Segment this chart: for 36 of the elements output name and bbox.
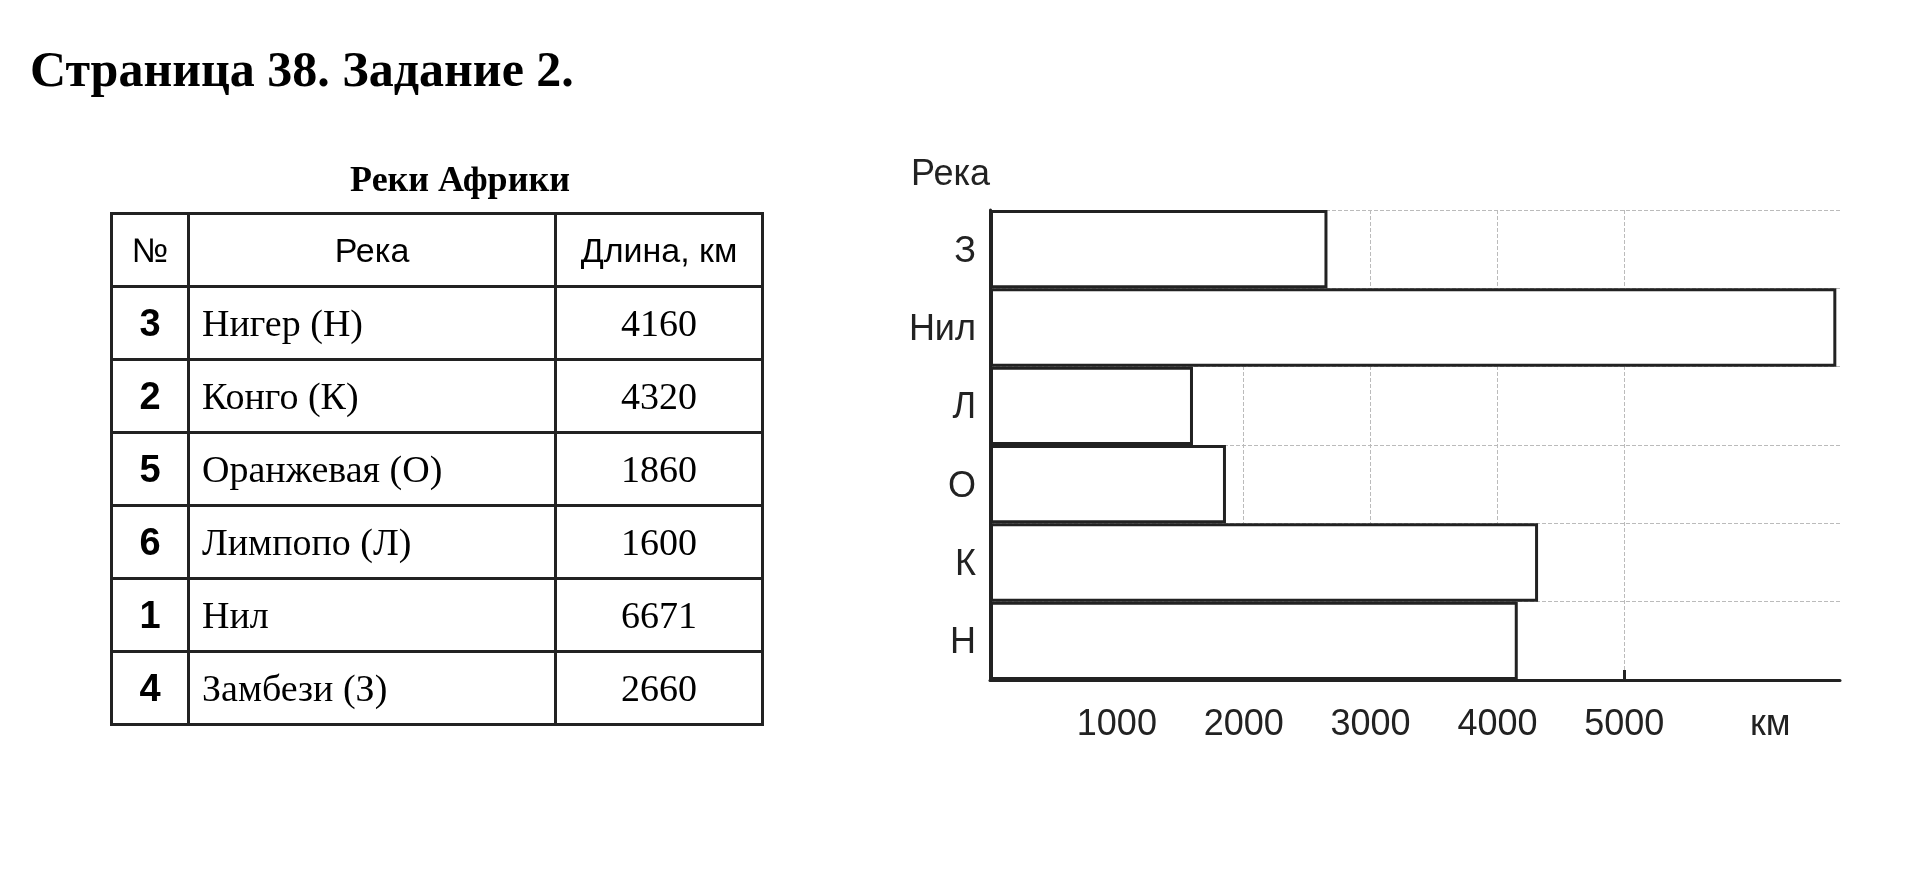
category-label: Нил xyxy=(188,578,556,652)
x-axis-title: км xyxy=(1750,701,1791,743)
x-tick-label: 4000 xyxy=(1457,701,1538,743)
data-label: 1860 xyxy=(555,432,763,506)
y-axis-title: Река xyxy=(910,151,991,193)
text: Реки Африки xyxy=(349,158,571,200)
data-label: 2 xyxy=(111,359,189,433)
text: Длина, км xyxy=(555,213,763,287)
x-tick-label: 2000 xyxy=(1203,701,1284,743)
data-label: 4320 xyxy=(555,359,763,433)
data-label: 4160 xyxy=(555,286,763,360)
category-label: Нигер (Н) xyxy=(188,286,556,360)
data-label: 2660 xyxy=(555,651,763,725)
data-label: 3 xyxy=(111,286,189,360)
data-label: 4 xyxy=(111,651,189,725)
y-tick-label: К xyxy=(955,542,977,583)
y-tick-label: Нил xyxy=(908,307,976,348)
category-label: Конго (К) xyxy=(188,359,556,433)
category-label: Лимпопо (Л) xyxy=(188,505,556,579)
text: Река xyxy=(188,213,556,287)
text: № xyxy=(111,213,189,287)
x-tick-label: 1000 xyxy=(1076,701,1157,743)
text: Страница 38. Задание 2. xyxy=(30,40,575,98)
y-tick-label: Л xyxy=(952,385,976,427)
data-label: 5 xyxy=(111,432,189,506)
data-label: 6 xyxy=(111,505,189,579)
y-tick-label: О xyxy=(947,463,976,505)
data-label: 1 xyxy=(111,578,189,652)
x-tick-label: 3000 xyxy=(1330,701,1411,743)
data-label: 6671 xyxy=(555,578,763,652)
data-label: 1600 xyxy=(555,505,763,579)
category-label: Замбези (З) xyxy=(188,651,556,725)
y-tick-label: З xyxy=(954,228,976,270)
y-tick-label: Н xyxy=(950,620,976,662)
x-tick-label: 5000 xyxy=(1584,701,1665,743)
category-label: Оранжевая (О) xyxy=(188,432,556,506)
